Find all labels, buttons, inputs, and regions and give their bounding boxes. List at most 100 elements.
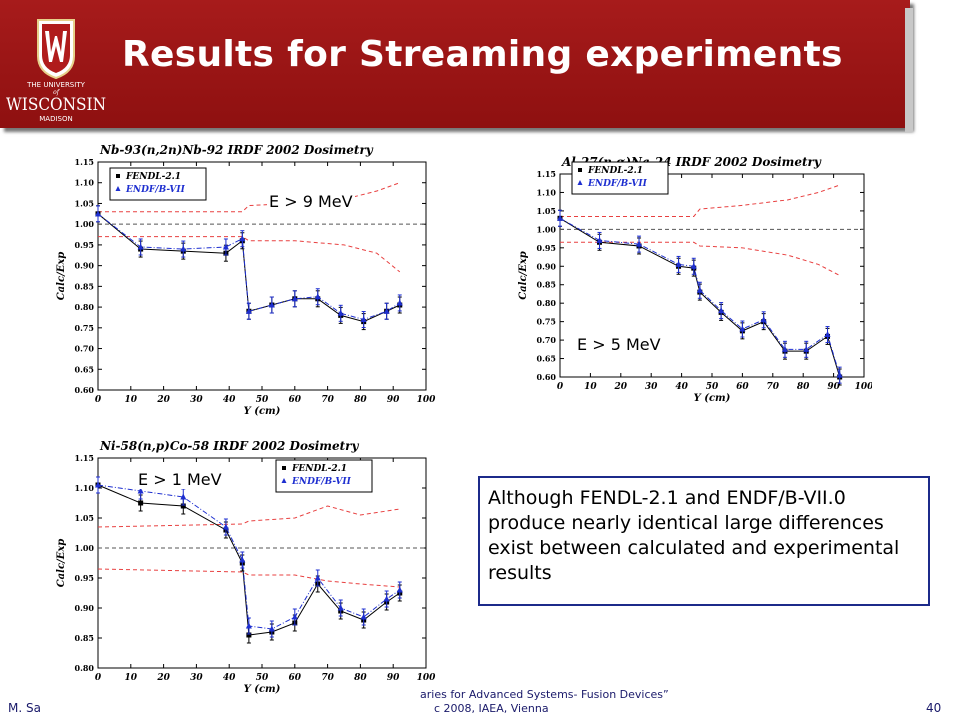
energy-label-ni: E > 1 MeV [136, 470, 224, 489]
data-point-endf [222, 523, 229, 530]
x-tick-label: 70 [321, 673, 334, 683]
series-line-fendl [97, 484, 401, 636]
x-tick-label: 0 [95, 673, 102, 683]
data-point-endf [836, 371, 843, 378]
x-axis-label: Y (cm) [244, 406, 281, 417]
y-tick-label: 0.80 [537, 298, 557, 308]
title-banner [0, 0, 910, 128]
data-point-endf [137, 487, 144, 494]
y-tick-label: 0.65 [537, 354, 556, 364]
data-point-endf [245, 307, 252, 314]
x-tick-label: 50 [256, 395, 269, 405]
data-point-endf [696, 286, 703, 293]
y-tick-label: 1.05 [75, 513, 94, 523]
y-tick-label: 0.90 [75, 261, 95, 271]
banner-shadow-edge [905, 8, 913, 132]
x-tick-label: 100 [417, 673, 436, 683]
data-point-endf [137, 243, 144, 250]
data-point-endf [360, 613, 367, 620]
series-line-endf [97, 484, 401, 630]
university-logo: THE UNIVERSITY of WISCONSIN MADISON [6, 19, 106, 123]
y-axis-label: Calc/Exp [56, 252, 67, 301]
legend-label: FENDL-2.1 [125, 172, 181, 182]
ni-dosimetry-plot: Ni-58(n,p)Co-58 IRDF 2002 Dosimetry 0 10 20… [46, 430, 436, 702]
y-tick-label: 0.95 [75, 573, 94, 583]
legend-box [275, 459, 373, 493]
data-point-endf [95, 210, 101, 217]
uncertainty-band-upper [97, 505, 400, 528]
logo-line-2: of [53, 89, 61, 96]
data-point-endf [291, 613, 298, 620]
data-point-endf [396, 299, 403, 306]
legend-marker-endf [115, 186, 121, 191]
y-tick-label: 0.75 [75, 323, 94, 333]
x-tick-label: 60 [289, 673, 302, 683]
x-tick-label: 100 [855, 382, 872, 392]
x-tick-label: 30 [190, 673, 203, 683]
data-point-endf [314, 293, 321, 300]
y-tick-label: 1.05 [537, 206, 556, 216]
data-point-endf [314, 574, 321, 581]
x-tick-label: 20 [156, 673, 170, 683]
legend-marker-endf [577, 180, 583, 185]
data-point-endf [180, 245, 187, 252]
data-point-fendl [138, 500, 144, 506]
uncertainty-band-lower [97, 568, 400, 588]
x-tick-label: 10 [125, 673, 138, 683]
footer-citation-line-2: c 2008, IAEA, Vienna [434, 702, 549, 715]
data-point-endf [557, 214, 563, 221]
summary-text: Although FENDL-2.1 and ENDF/B-VII.0 prod… [488, 487, 900, 584]
x-tick-label: 80 [354, 395, 367, 405]
x-axis-label: Y (cm) [244, 684, 281, 695]
x-axis-label: Y (cm) [694, 393, 731, 404]
x-tick-label: 0 [95, 395, 102, 405]
legend-marker-fendl [578, 168, 582, 172]
data-point-endf [718, 307, 725, 314]
y-tick-label: 1.15 [75, 157, 94, 167]
data-point-endf [360, 316, 367, 323]
y-axis-label: Calc/Exp [56, 539, 67, 588]
x-tick-label: 30 [645, 382, 658, 392]
x-tick-label: 40 [223, 395, 236, 405]
data-point-endf [268, 625, 275, 632]
y-tick-label: 0.85 [75, 633, 94, 643]
legend-marker-fendl [116, 174, 120, 178]
legend-label: ENDF/B-VII [587, 179, 648, 189]
x-tick-label: 80 [797, 382, 810, 392]
data-point-endf [222, 243, 229, 250]
y-axis-label: Calc/Exp [518, 251, 529, 300]
legend-label: FENDL-2.1 [587, 166, 643, 176]
data-point-endf [824, 331, 831, 338]
data-point-endf [596, 236, 603, 243]
logo-line-3: WISCONSIN [6, 95, 106, 115]
x-tick-label: 70 [767, 382, 780, 392]
nb-dosimetry-plot: Nb-93(n,2n)Nb-92 IRDF 2002 Dosimetry 0 10 2… [46, 134, 436, 424]
y-tick-label: 0.80 [75, 302, 95, 312]
legend-box [571, 161, 669, 195]
y-tick-label: 0.90 [75, 603, 95, 613]
data-point-endf [337, 604, 344, 611]
uncertainty-band-lower [98, 236, 401, 273]
legend-label: ENDF/B-VII [125, 185, 186, 195]
footer-author: M. Sa [8, 701, 41, 715]
energy-label-al: E > 5 MeV [575, 335, 663, 354]
data-point-endf [239, 556, 246, 563]
y-tick-label: 0.70 [537, 335, 557, 345]
legend-label: FENDL-2.1 [291, 464, 347, 474]
data-point-endf [383, 595, 390, 602]
y-tick-label: 1.15 [75, 453, 94, 463]
summary-callout: Although FENDL-2.1 and ENDF/B-VII.0 prod… [478, 476, 930, 606]
x-tick-label: 10 [584, 382, 597, 392]
data-point-endf [675, 260, 682, 267]
y-tick-label: 0.85 [75, 281, 94, 291]
data-point-fendl [180, 503, 186, 509]
x-tick-label: 90 [387, 673, 400, 683]
y-tick-label: 0.95 [75, 240, 94, 250]
x-tick-label: 80 [354, 673, 367, 683]
data-point-endf [781, 345, 788, 352]
x-tick-label: 0 [557, 382, 564, 392]
al-dosimetry-plot: Al-27(n,α)Na-24 IRDF 2002 Dosimetry 0 10 20… [512, 152, 874, 407]
x-tick-label: 90 [827, 382, 840, 392]
uncertainty-band-upper [560, 184, 840, 217]
